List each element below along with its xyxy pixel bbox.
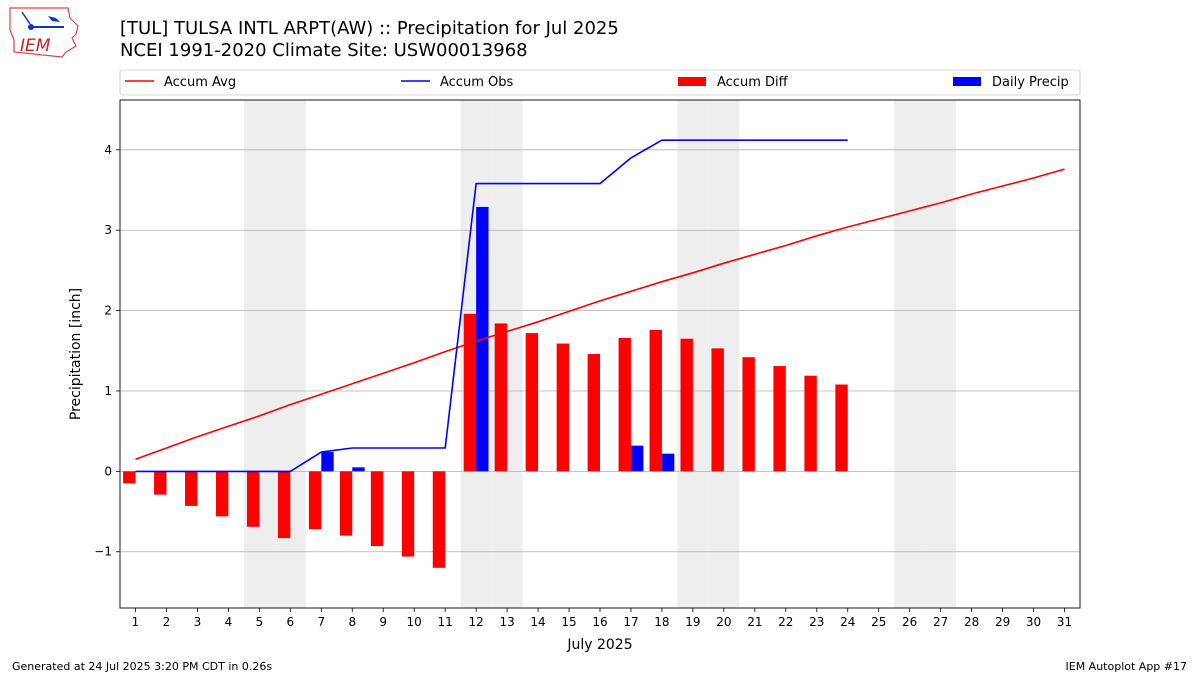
x-tick-label: 25 bbox=[871, 615, 886, 629]
x-tick-label: 28 bbox=[964, 615, 979, 629]
x-tick-label: 19 bbox=[685, 615, 700, 629]
accum-diff-bar bbox=[154, 471, 167, 495]
x-tick-label: 20 bbox=[716, 615, 731, 629]
accum-diff-bar bbox=[432, 471, 446, 568]
weekend-shade bbox=[925, 100, 957, 608]
y-tick-label: 0 bbox=[104, 464, 112, 478]
x-tick-label: 14 bbox=[530, 615, 545, 629]
accum-obs-line bbox=[135, 139, 848, 473]
accum-diff-bar bbox=[742, 357, 755, 472]
iem-logo: IEM bbox=[9, 7, 79, 58]
x-tick-label: 18 bbox=[654, 615, 669, 629]
chart-title: [TUL] TULSA INTL ARPT(AW) :: Precipitati… bbox=[120, 18, 619, 39]
accum-diff-bar bbox=[649, 329, 662, 472]
x-tick-label: 12 bbox=[468, 615, 483, 629]
x-tick-label: 30 bbox=[1026, 615, 1041, 629]
accum-diff-bar bbox=[308, 471, 322, 530]
plot-area bbox=[120, 100, 1080, 608]
accum-diff-bar bbox=[339, 471, 353, 536]
x-tick-label: 13 bbox=[499, 615, 514, 629]
weather-vane-hub-icon bbox=[28, 24, 34, 30]
accum-diff-bar bbox=[370, 471, 384, 547]
accum-diff-bar bbox=[525, 333, 539, 472]
legend-label: Daily Precip bbox=[992, 75, 1069, 90]
x-tick-label: 17 bbox=[623, 615, 638, 629]
legend-box bbox=[119, 69, 1081, 96]
accum-diff-bar bbox=[711, 348, 724, 472]
x-tick-label: 31 bbox=[1057, 615, 1072, 629]
accum-diff-bar bbox=[835, 384, 848, 472]
accum-diff-bar bbox=[277, 471, 291, 539]
weekend-shade bbox=[894, 100, 926, 608]
x-tick-label: 15 bbox=[561, 615, 576, 629]
accum-diff-bar bbox=[246, 471, 260, 527]
accum-diff-bar bbox=[463, 313, 477, 472]
y-tick-label: 4 bbox=[104, 143, 112, 157]
x-tick-label: 26 bbox=[902, 615, 917, 629]
accum-diff-bar bbox=[185, 471, 198, 506]
legend-label: Accum Obs bbox=[440, 75, 513, 90]
x-tick-label: 29 bbox=[995, 615, 1010, 629]
x-tick-label: 11 bbox=[438, 615, 453, 629]
axes: 1 2 3 4 5 6 7 8 9 10 11 12 13 14 15 16 17 18 19 20 21 22 23 24 2… bbox=[68, 99, 1081, 653]
accum-diff-bar bbox=[618, 337, 631, 472]
x-tick-label: 27 bbox=[933, 615, 948, 629]
y-tick-label: −1 bbox=[94, 545, 112, 559]
weekend-shade bbox=[243, 100, 275, 608]
daily-precip-bar bbox=[352, 467, 365, 472]
app-id: IEM Autoplot App #17 bbox=[1065, 660, 1188, 673]
x-tick-label: 16 bbox=[592, 615, 607, 629]
daily-precip-bar bbox=[321, 452, 334, 472]
legend-item: Accum Avg bbox=[125, 75, 236, 90]
x-tick-label: 23 bbox=[809, 615, 824, 629]
x-tick-label: 10 bbox=[407, 615, 422, 629]
accum-diff-bar bbox=[773, 366, 786, 472]
x-tick-label: 2 bbox=[163, 615, 171, 629]
accum-diff-bar bbox=[587, 354, 600, 472]
accum-diff-bar bbox=[401, 471, 415, 557]
legend-item: Daily Precip bbox=[953, 75, 1069, 90]
generated-timestamp: Generated at 24 Jul 2025 3:20 PM CDT in … bbox=[12, 660, 273, 673]
y-tick-label: 3 bbox=[104, 223, 112, 237]
x-axis-label: July 2025 bbox=[566, 637, 632, 653]
x-tick-label: 21 bbox=[747, 615, 762, 629]
x-tick-label: 6 bbox=[287, 615, 295, 629]
weather-vane-tail-icon bbox=[48, 16, 60, 22]
x-tick-label: 9 bbox=[379, 615, 387, 629]
legend-bar-swatch bbox=[678, 77, 706, 86]
accum-diff-bar bbox=[556, 343, 570, 472]
legend-item: Accum Diff bbox=[678, 75, 789, 90]
y-tick-label: 1 bbox=[104, 384, 112, 398]
legend-label: Accum Diff bbox=[717, 75, 789, 90]
x-tick-label: 8 bbox=[348, 615, 356, 629]
y-axis-label: Precipitation [inch] bbox=[68, 288, 84, 420]
chart-subtitle: NCEI 1991-2020 Climate Site: USW00013968 bbox=[120, 40, 528, 61]
accum-diff-bar bbox=[804, 375, 817, 472]
x-tick-label: 22 bbox=[778, 615, 793, 629]
legend-bar-swatch bbox=[953, 77, 981, 86]
accum-diff-bar bbox=[494, 323, 508, 472]
daily-precip-bar bbox=[630, 445, 644, 472]
daily-precip-bar bbox=[661, 453, 675, 472]
plot-content bbox=[120, 100, 1080, 608]
logo-text: IEM bbox=[20, 36, 51, 56]
legend-item: Accum Obs bbox=[401, 75, 513, 90]
x-tick-label: 24 bbox=[840, 615, 855, 629]
legend-label: Accum Avg bbox=[164, 75, 236, 90]
x-tick-label: 5 bbox=[256, 615, 264, 629]
y-tick-label: 2 bbox=[104, 304, 112, 318]
accum-diff-bar bbox=[680, 338, 693, 472]
x-tick-label: 7 bbox=[317, 615, 325, 629]
x-tick-label: 4 bbox=[225, 615, 233, 629]
accum-avg-line bbox=[135, 168, 1065, 461]
accum-diff-bar bbox=[216, 471, 229, 517]
legend: Accum Avg Accum Obs Accum Diff Daily Precip bbox=[119, 69, 1081, 96]
x-tick-label: 3 bbox=[194, 615, 202, 629]
accum-diff-bar bbox=[123, 471, 136, 484]
weather-vane-icon bbox=[21, 11, 31, 25]
x-tick-label: 1 bbox=[132, 615, 140, 629]
